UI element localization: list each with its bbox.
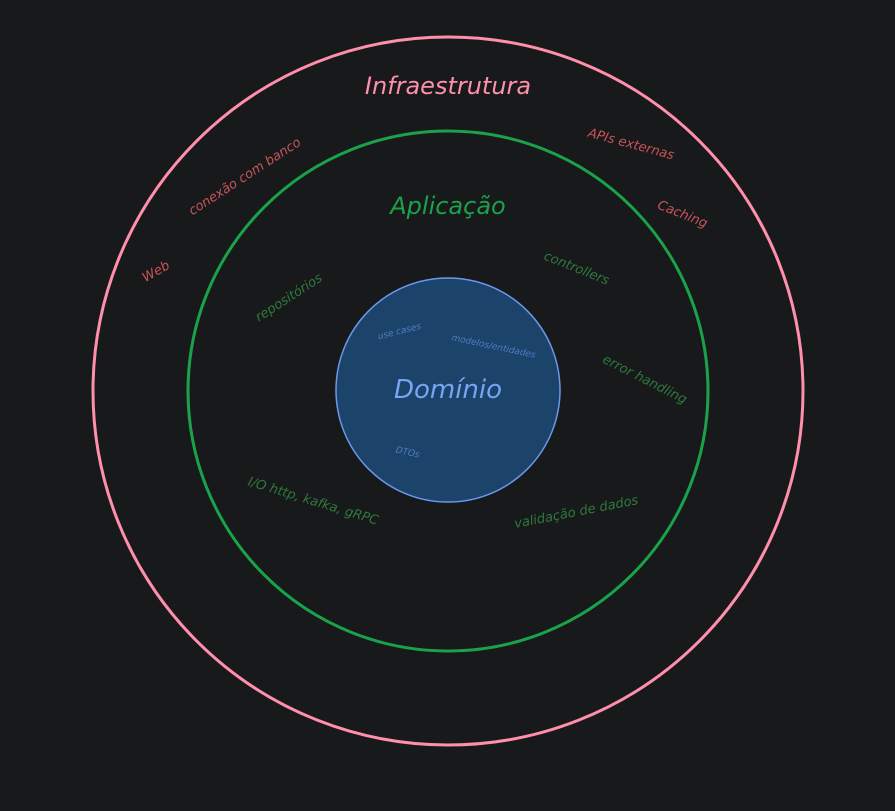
infrastructure-title: Infraestrutura <box>365 72 531 100</box>
application-ring[interactable] <box>186 129 710 653</box>
domain-title: Domínio <box>394 375 502 405</box>
infrastructure-ring[interactable] <box>91 35 805 747</box>
application-title: Aplicação <box>388 192 505 220</box>
domain-core[interactable] <box>335 277 561 503</box>
